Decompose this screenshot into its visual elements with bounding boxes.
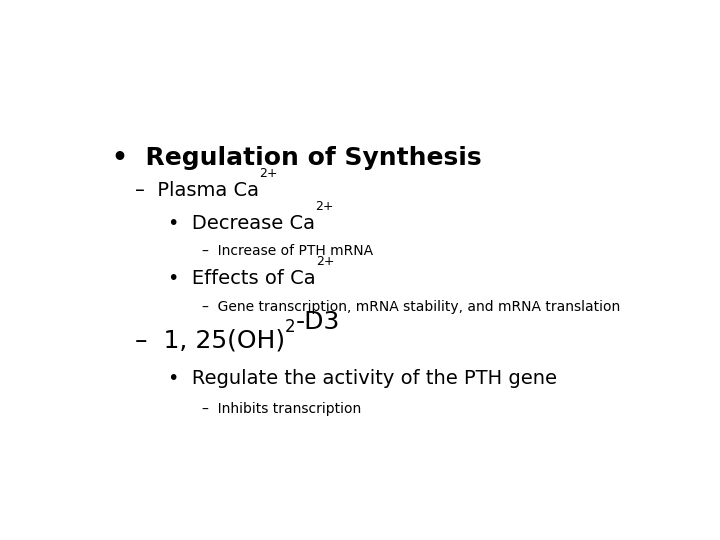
Text: 2: 2 [285,319,295,336]
Text: •  Effects of Ca: • Effects of Ca [168,269,316,288]
Text: –  1, 25(OH): – 1, 25(OH) [135,328,285,353]
Text: •  Regulate the activity of the PTH gene: • Regulate the activity of the PTH gene [168,369,557,388]
Text: -D3: -D3 [295,309,340,334]
Text: •  Decrease Ca: • Decrease Ca [168,214,315,233]
Text: •  Regulation of Synthesis: • Regulation of Synthesis [112,146,482,170]
Text: 2+: 2+ [316,255,334,268]
Text: 2+: 2+ [258,167,277,180]
Text: –  Gene transcription, mRNA stability, and mRNA translation: – Gene transcription, mRNA stability, an… [202,300,620,314]
Text: 2+: 2+ [315,200,333,213]
Text: –  Increase of PTH mRNA: – Increase of PTH mRNA [202,244,373,258]
Text: –  Plasma Ca: – Plasma Ca [135,181,258,200]
Text: –  Inhibits transcription: – Inhibits transcription [202,402,361,416]
